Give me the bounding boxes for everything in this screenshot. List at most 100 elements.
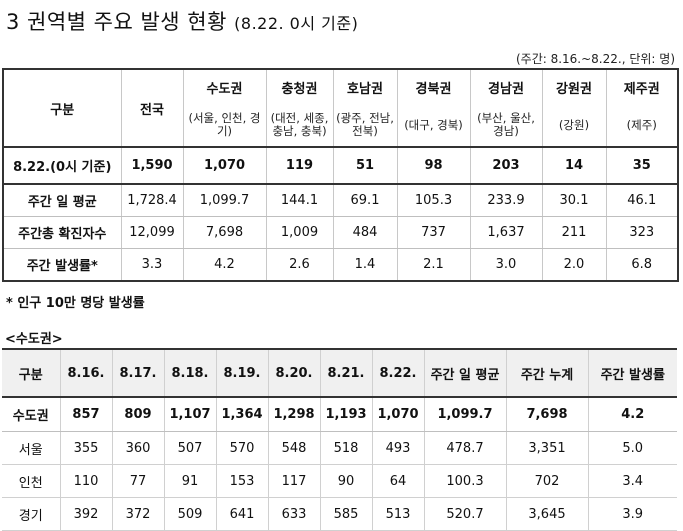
column-header: 구분: [2, 349, 61, 398]
region-header: 호남권: [333, 69, 398, 104]
region-header: 경북권: [397, 69, 471, 104]
table-cell: 144.1: [266, 184, 334, 217]
table-row: 주간 발생률* 3.3 4.2 2.6 1.4 2.1 3.0 2.0 6.8: [3, 248, 678, 281]
table-cell: 203: [470, 147, 543, 185]
table-cell: 1,099.7: [183, 184, 267, 217]
table-cell: 110: [60, 464, 113, 498]
row-label: 주간 발생률*: [3, 248, 122, 281]
table-cell: 98: [397, 147, 471, 185]
table-cell: 3.0: [470, 248, 543, 281]
table-cell: 7,698: [183, 216, 267, 249]
table-row: 주간총 확진자수 12,099 7,698 1,009 484 737 1,63…: [3, 216, 678, 249]
table-cell: 30.1: [542, 184, 607, 217]
capital-area-table: 구분 8.16. 8.17. 8.18. 8.19. 8.20. 8.21. 8…: [2, 348, 677, 531]
table-cell: 1,099.7: [424, 397, 507, 432]
region-subheader: (제주): [606, 104, 678, 148]
row-label: 경기: [2, 497, 61, 531]
region-header: 수도권: [183, 69, 267, 104]
table-cell: 1,070: [183, 147, 267, 185]
table-cell: 119: [266, 147, 334, 185]
table-cell: 90: [320, 464, 373, 498]
table-cell: 51: [333, 147, 398, 185]
table-cell: 64: [372, 464, 425, 498]
table2-header-row: 구분 8.16. 8.17. 8.18. 8.19. 8.20. 8.21. 8…: [2, 349, 677, 398]
title-sub: (8.22. 0시 기준): [234, 14, 359, 33]
row-label: 주간 일 평균: [3, 184, 122, 217]
table-cell: 372: [112, 497, 165, 531]
table1-corner: 구분: [3, 69, 122, 148]
table-cell: 77: [112, 464, 165, 498]
region-header: 강원권: [542, 69, 607, 104]
table-cell: 3,645: [506, 497, 589, 531]
region-subheader: (광주, 전남, 전북): [333, 104, 398, 148]
table-cell: 857: [60, 397, 113, 432]
table-cell: 7,698: [506, 397, 589, 432]
page-title: 3 권역별 주요 발생 현황 (8.22. 0시 기준): [6, 6, 358, 36]
table-cell: 509: [164, 497, 217, 531]
row-label: 서울: [2, 431, 61, 465]
table-cell: 809: [112, 397, 165, 432]
table-cell: 518: [320, 431, 373, 465]
table-cell: 4.2: [183, 248, 267, 281]
table-cell: 1,590: [121, 147, 184, 185]
table-row: 서울 355 360 507 570 548 518 493 478.7 3,3…: [2, 431, 677, 465]
column-header: 8.17.: [112, 349, 165, 398]
table-cell: 520.7: [424, 497, 507, 531]
table-cell: 1,728.4: [121, 184, 184, 217]
table-cell: 1,009: [266, 216, 334, 249]
row-label: 8.22.(0시 기준): [3, 147, 122, 185]
table-cell: 702: [506, 464, 589, 498]
regional-summary-table: 구분 전국 수도권 충청권 호남권 경북권 경남권 강원권 제주권 (서울, 인…: [2, 68, 679, 282]
table-cell: 3.9: [588, 497, 677, 531]
table-cell: 3.3: [121, 248, 184, 281]
table-cell: 1,070: [372, 397, 425, 432]
table1-national-header: 전국: [121, 69, 184, 148]
table-cell: 211: [542, 216, 607, 249]
table-cell: 507: [164, 431, 217, 465]
section-caption: <수도권>: [5, 332, 63, 347]
table-cell: 392: [60, 497, 113, 531]
table-cell: 1,637: [470, 216, 543, 249]
row-label: 주간총 확진자수: [3, 216, 122, 249]
table-row: 경기 392 372 509 641 633 585 513 520.7 3,6…: [2, 497, 677, 531]
table-cell: 35: [606, 147, 678, 185]
table1-subheader-row: (서울, 인천, 경기) (대전, 세종, 충남, 충북) (광주, 전남, 전…: [3, 104, 678, 148]
column-header: 주간 발생률: [588, 349, 677, 398]
table-cell: 117: [268, 464, 321, 498]
table-cell: 570: [216, 431, 269, 465]
table-cell: 12,099: [121, 216, 184, 249]
table-cell: 641: [216, 497, 269, 531]
table-cell: 105.3: [397, 184, 471, 217]
table-cell: 323: [606, 216, 678, 249]
table-cell: 360: [112, 431, 165, 465]
table-cell: 1,364: [216, 397, 269, 432]
table1-header-row: 구분 전국 수도권 충청권 호남권 경북권 경남권 강원권 제주권: [3, 69, 678, 148]
table-cell: 233.9: [470, 184, 543, 217]
row-label: 인천: [2, 464, 61, 498]
region-subheader: (대전, 세종, 충남, 충북): [266, 104, 334, 148]
region-header: 제주권: [623, 81, 660, 97]
table-cell: 100.3: [424, 464, 507, 498]
table-cell: 46.1: [606, 184, 678, 217]
column-header: 8.16.: [60, 349, 113, 398]
table-cell: 585: [320, 497, 373, 531]
table-row: 8.22.(0시 기준) 1,590 1,070 119 51 98 203 1…: [3, 147, 678, 185]
unit-note: (주간: 8.16.~8.22., 단위: 명): [515, 52, 675, 66]
column-header: 8.19.: [216, 349, 269, 398]
region-header: 경남권: [470, 69, 543, 104]
table-cell: 1,193: [320, 397, 373, 432]
table-row: 수도권 857 809 1,107 1,364 1,298 1,193 1,07…: [2, 397, 677, 432]
table-row: 인천 110 77 91 153 117 90 64 100.3 702 3.4: [2, 464, 677, 498]
table-cell: 1,107: [164, 397, 217, 432]
table-cell: 513: [372, 497, 425, 531]
footnote: * 인구 10만 명당 발생률: [6, 296, 145, 311]
table-cell: 355: [60, 431, 113, 465]
region-subheader: (대구, 경북): [397, 104, 471, 148]
table-cell: 3,351: [506, 431, 589, 465]
region-subheader: (강원): [542, 104, 607, 148]
table-cell: 3.4: [588, 464, 677, 498]
table-cell: 484: [333, 216, 398, 249]
region-header: 충청권: [266, 69, 334, 104]
table-cell: 2.6: [266, 248, 334, 281]
column-header: 8.18.: [164, 349, 217, 398]
